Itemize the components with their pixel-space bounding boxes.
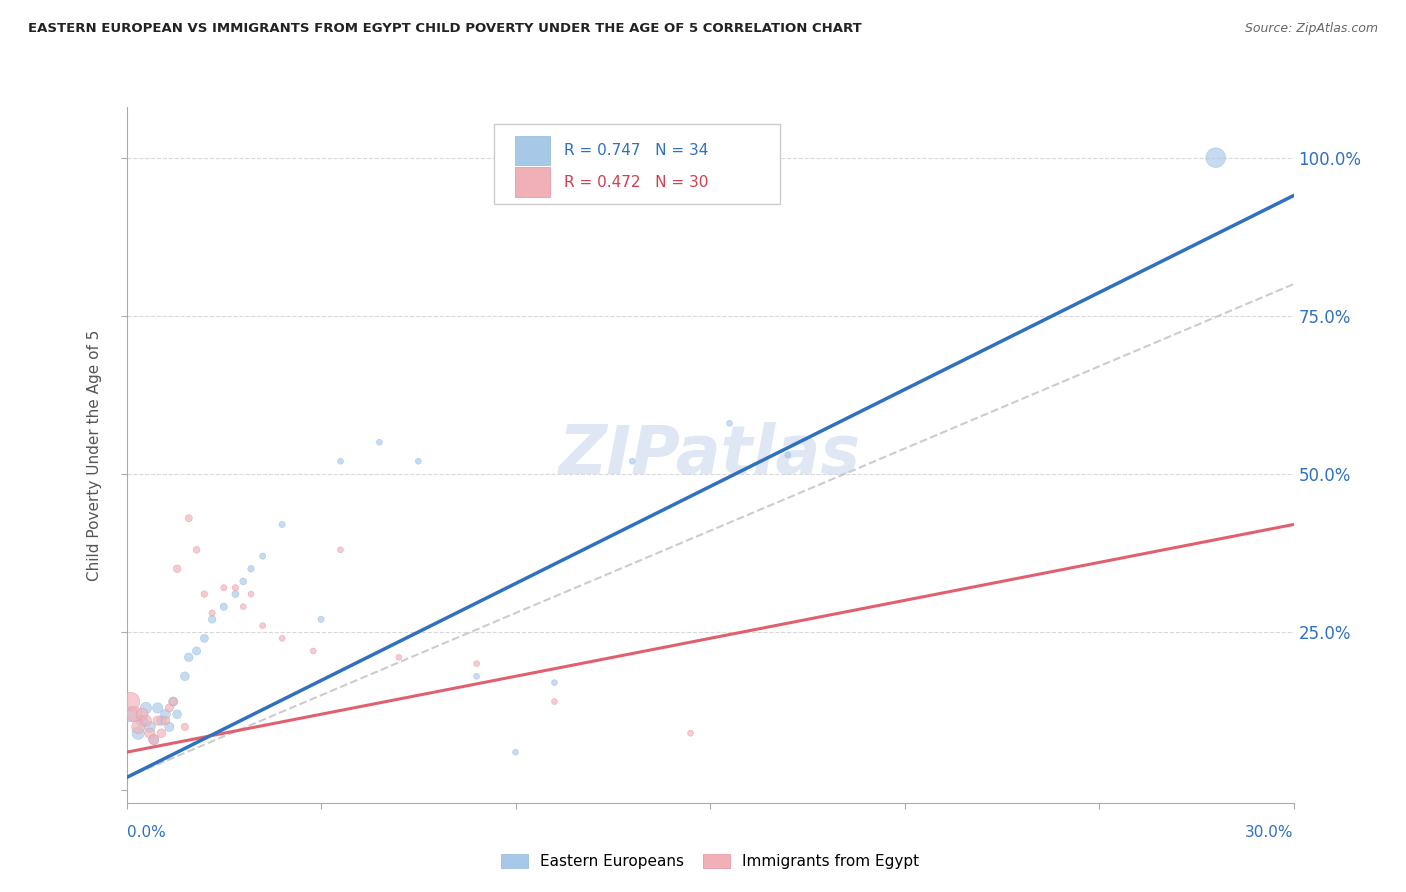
Point <box>124 707 146 722</box>
Point <box>408 454 430 468</box>
Point <box>240 562 263 576</box>
Point <box>157 720 180 734</box>
Point <box>224 587 246 601</box>
Text: R = 0.472   N = 30: R = 0.472 N = 30 <box>564 175 709 189</box>
Point <box>162 695 184 709</box>
Point <box>271 632 294 646</box>
Point <box>232 574 254 589</box>
Point <box>177 511 200 525</box>
Point <box>174 669 197 683</box>
Point <box>155 707 177 722</box>
Point <box>139 720 162 734</box>
FancyBboxPatch shape <box>494 124 780 204</box>
Point <box>465 669 488 683</box>
Point <box>139 726 162 740</box>
Point <box>465 657 488 671</box>
Point <box>368 435 391 450</box>
Text: 30.0%: 30.0% <box>1246 825 1294 840</box>
Point <box>252 618 274 632</box>
Point <box>329 454 352 468</box>
Point <box>142 732 165 747</box>
Point <box>146 714 169 728</box>
Point <box>388 650 411 665</box>
Point <box>155 714 177 728</box>
Point <box>146 701 169 715</box>
Point <box>193 587 215 601</box>
Point <box>718 417 741 431</box>
Legend: Eastern Europeans, Immigrants from Egypt: Eastern Europeans, Immigrants from Egypt <box>495 848 925 875</box>
Point <box>150 714 173 728</box>
Text: Source: ZipAtlas.com: Source: ZipAtlas.com <box>1244 22 1378 36</box>
Point <box>212 581 235 595</box>
Text: EASTERN EUROPEAN VS IMMIGRANTS FROM EGYPT CHILD POVERTY UNDER THE AGE OF 5 CORRE: EASTERN EUROPEAN VS IMMIGRANTS FROM EGYP… <box>28 22 862 36</box>
Point <box>157 701 180 715</box>
Point <box>193 632 215 646</box>
Point <box>150 726 173 740</box>
Text: 0.0%: 0.0% <box>127 825 166 840</box>
Point <box>120 695 142 709</box>
Point <box>309 612 332 626</box>
Point <box>162 695 184 709</box>
Point <box>224 581 246 595</box>
Point <box>142 732 165 747</box>
FancyBboxPatch shape <box>515 168 550 196</box>
Y-axis label: Child Poverty Under the Age of 5: Child Poverty Under the Age of 5 <box>87 329 103 581</box>
Point <box>120 707 142 722</box>
Point <box>240 587 263 601</box>
Point <box>166 562 188 576</box>
Point <box>131 707 153 722</box>
Text: ZIPatlas: ZIPatlas <box>560 422 860 488</box>
Point <box>127 726 149 740</box>
Point <box>135 701 157 715</box>
Point <box>621 454 644 468</box>
Point <box>505 745 527 759</box>
Point <box>186 542 208 557</box>
Point <box>679 726 702 740</box>
Point <box>302 644 325 658</box>
Point <box>232 599 254 614</box>
Point <box>543 695 565 709</box>
Point <box>252 549 274 563</box>
Point <box>135 714 157 728</box>
FancyBboxPatch shape <box>515 136 550 165</box>
Point <box>776 448 799 462</box>
Point <box>329 542 352 557</box>
Point <box>271 517 294 532</box>
Text: R = 0.747   N = 34: R = 0.747 N = 34 <box>564 144 709 159</box>
Point <box>543 675 565 690</box>
Point <box>201 612 224 626</box>
Point <box>212 599 235 614</box>
Point <box>1205 151 1227 165</box>
Point <box>174 720 197 734</box>
Point <box>131 714 153 728</box>
Point <box>177 650 200 665</box>
Point <box>166 707 188 722</box>
Point <box>186 644 208 658</box>
Point <box>201 606 224 620</box>
Point <box>127 720 149 734</box>
